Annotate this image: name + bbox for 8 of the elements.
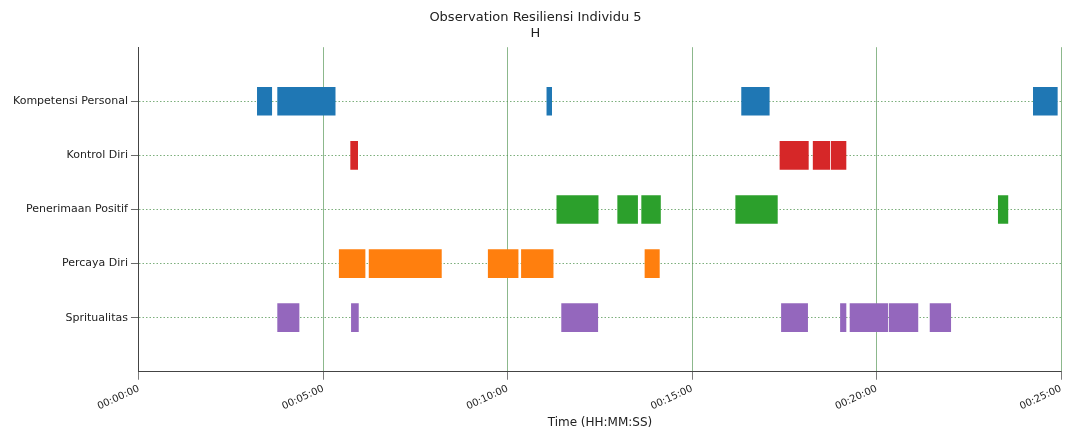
chart-title: Observation Resiliensi Individu 5 [429, 9, 642, 25]
y-tick-label: Kompetensi Personal [12, 94, 128, 108]
chart-subtitle: H [530, 24, 541, 40]
x-axis-title: Time (HH:MM:SS) [546, 414, 653, 429]
y-tick-label: Percaya Diri [62, 256, 128, 270]
y-tick-label: Kontrol Diri [66, 148, 128, 162]
y-tick-label: Spritualitas [65, 310, 129, 324]
y-tick-label: Penerimaan Positif [25, 202, 130, 216]
